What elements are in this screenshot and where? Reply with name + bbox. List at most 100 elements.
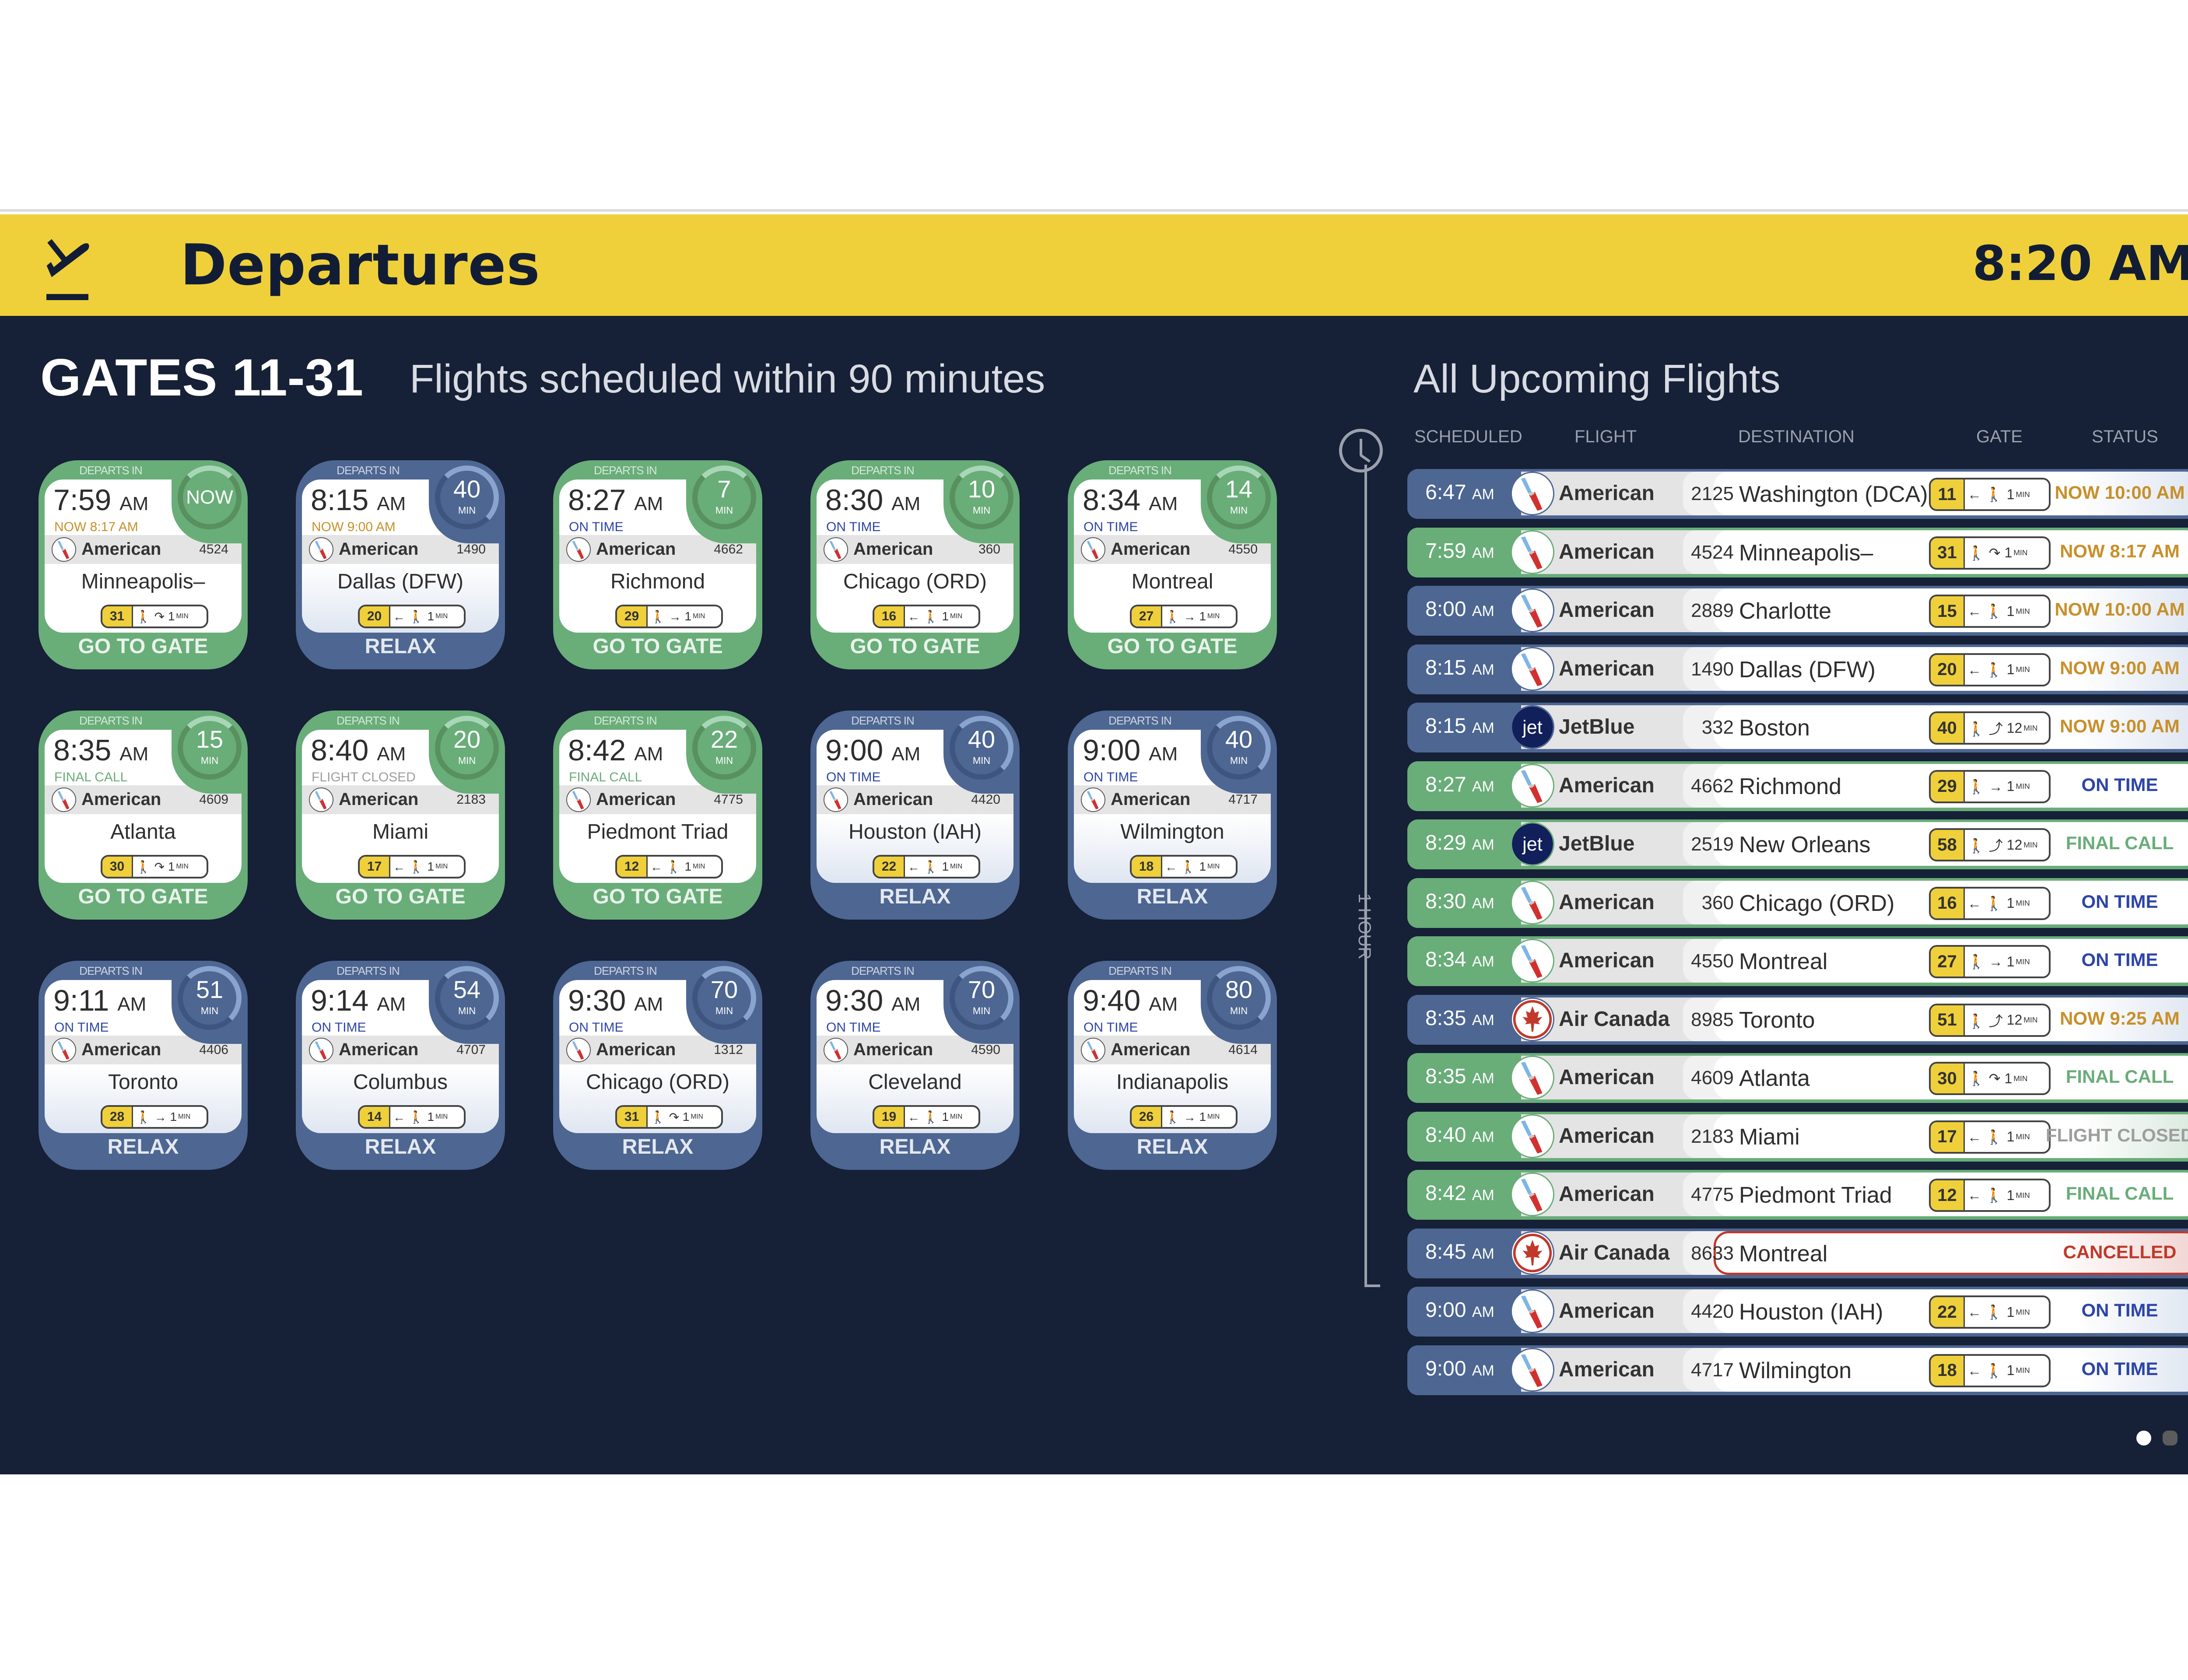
airline-name: American [853,1040,933,1059]
airline-name: American [1559,1124,1655,1148]
flight-row[interactable]: 7:59 AM American 4524 Minneapolis– 31 🚶 ↷ 1 MI… [1407,527,2188,578]
flight-row[interactable]: 8:29 AM jet JetBlue 2519 New Orleans 58 🚶 ⤴ 12… [1407,819,2188,869]
flight-status: ON TIME [1083,1020,1138,1035]
destination: Toronto [108,1071,179,1094]
gate-directions: 11 ← 🚶 1 MIN [1929,478,2051,511]
flight-row[interactable]: 8:34 AM American 4550 Montreal 27 🚶 → 1 MIN ON … [1407,936,2188,986]
flight-number: 4406 [199,1043,228,1057]
gate-card[interactable]: 8:35 AM FINAL CALL American 4609 Atlanta 30 🚶 … [39,710,248,920]
american-airlines-logo-icon [1511,647,1554,691]
page-dot[interactable] [2163,1431,2177,1446]
gate-card[interactable]: 9:30 AM ON TIME American 4590 Cleveland 19 ← 🚶… [810,961,1020,1170]
gate-card[interactable]: 9:00 AM ON TIME American 4420 Houston (IAH) 2… [810,710,1020,920]
flight-number: 4550 [1691,950,1734,972]
destination: Piedmont Triad [1739,1183,1892,1208]
flight-row[interactable]: 8:27 AM American 4662 Richmond 29 🚶 → 1 MIN ON … [1407,761,2188,811]
scheduled-time: 8:30 AM [1425,889,1494,913]
gate-card[interactable]: 9:11 AM ON TIME American 4406 Toronto 28 🚶 → 1… [39,961,248,1170]
departs-in-label: DEPARTS IN [1108,464,1172,477]
airline-name: American [596,539,676,559]
american-airlines-logo-icon [1511,588,1554,632]
min-label: MIN [972,1005,991,1016]
gate-card[interactable]: 8:27 AM ON TIME American 4662 Richmond 29 🚶 → … [553,460,762,669]
destination: Columbus [353,1071,448,1094]
plane-departure-icon [46,239,89,300]
gate-card[interactable]: 8:15 AM NOW 9:00 AM American 1490 Dallas (DF… [296,460,505,669]
gate-card[interactable]: 7:59 AM NOW 8:17 AM American 4524 Minneapoli… [39,460,248,669]
column-header-destination: DESTINATION [1738,427,1855,446]
min-label: MIN [1230,755,1248,766]
flight-number: 4609 [199,792,228,807]
card-action-label: RELAX [1136,885,1208,908]
min-label: MIN [200,755,219,766]
flight-number: 4662 [714,542,743,556]
flight-row[interactable]: 8:45 AM Air Canada 8633 Montreal CANCELLED [1407,1228,2188,1278]
gate-directions: 18 ← 🚶 1 MIN [1929,1354,2051,1387]
destination: Indianapolis [1116,1071,1229,1094]
departs-in-minutes: 70 [710,976,738,1003]
gate-directions: 26 🚶 → 1 MIN [1130,1105,1238,1129]
card-action-label: RELAX [365,1135,436,1158]
gate-directions: 30 🚶 ↷ 1 MIN [1929,1062,2051,1095]
airline-name: American [81,790,161,809]
airline-name: American [596,790,676,809]
american-airlines-logo-icon [566,1038,591,1062]
gate-directions: 12 ← 🚶 1 MIN [1929,1179,2051,1212]
departs-in-minutes: 20 [453,725,481,753]
airline-band: American 4662 [559,535,756,564]
airline-name: American [1559,1358,1655,1381]
gate-card[interactable]: 8:30 AM ON TIME American 360 Chicago (ORD) 16… [810,460,1020,669]
flight-number: 1312 [714,1043,743,1057]
destination: Boston [1739,715,1810,741]
page-dot[interactable] [2136,1431,2151,1446]
walk-direction-icon: 🚶 → 1 MIN [650,609,705,623]
flight-row[interactable]: 6:47 AM American 2125 Washington (DCA) 11 ← 🚶… [1407,469,2188,519]
gate-number: 28 [102,1107,133,1127]
departs-in-minutes: 7 [717,475,731,503]
gate-number: 20 [1931,654,1965,685]
scheduled-time: 8:40 AM [311,734,406,767]
gate-card[interactable]: 9:40 AM ON TIME American 4614 Indianapolis 26… [1068,961,1277,1170]
gate-card[interactable]: 8:40 AM FLIGHT CLOSED American 2183 Miami 17 ←… [296,710,505,920]
departs-in-minutes: 80 [1225,976,1253,1003]
scheduled-time: 8:40 AM [1425,1123,1494,1147]
departs-in-label: DEPARTS IN [594,714,657,727]
destination: Houston (IAH) [848,820,982,844]
airline-name: American [1559,774,1655,797]
flight-row[interactable]: 8:35 AM Air Canada 8985 Toronto 51 🚶 ⤴ 12 MIN N… [1407,994,2188,1045]
flight-row[interactable]: 8:00 AM American 2889 Charlotte 15 ← 🚶 1 MIN NO… [1407,586,2188,636]
flight-row[interactable]: 8:40 AM American 2183 Miami 17 ← 🚶 1 MIN FLIGHT… [1407,1111,2188,1162]
airline-band: American 4524 [45,535,242,564]
gate-card[interactable]: 8:42 AM FINAL CALL American 4775 Piedmont Tr… [553,710,762,920]
walk-direction-icon: 🚶 ⤴ 12 MIN [1967,720,2038,737]
flight-row[interactable]: 8:15 AM American 1490 Dallas (DFW) 20 ← 🚶 1 MI… [1407,644,2188,694]
gate-number: 12 [617,857,648,877]
gate-card[interactable]: 9:00 AM ON TIME American 4717 Wilmington 18 ← … [1068,710,1277,920]
gate-directions: 20 ← 🚶 1 MIN [1929,653,2051,686]
destination: Minneapolis– [81,570,205,593]
scheduled-time: 8:15 AM [1425,714,1494,738]
flight-row[interactable]: 8:35 AM American 4609 Atlanta 30 🚶 ↷ 1 MIN FINA… [1407,1053,2188,1103]
flight-row[interactable]: 8:42 AM American 4775 Piedmont Triad 12 ← 🚶 1… [1407,1170,2188,1220]
destination: Miami [1739,1124,1800,1150]
flight-row[interactable]: 8:30 AM American 360 Chicago (ORD) 16 ← 🚶 1 MI… [1407,878,2188,928]
gate-number: 15 [1931,596,1965,626]
scheduled-time: 6:47 AM [1425,481,1494,504]
walk-direction-icon: ← 🚶 1 MIN [650,860,705,874]
gate-directions: 51 🚶 ⤴ 12 MIN [1929,1003,2051,1037]
scheduled-time: 7:59 AM [53,483,149,517]
clock-icon [1339,429,1383,472]
gate-card[interactable]: 8:34 AM ON TIME American 4550 Montreal 27 🚶 → … [1068,460,1277,669]
countdown-ring: 14 MIN [1207,466,1271,529]
countdown-ring: NOW [178,466,242,529]
flight-number: 2125 [1691,483,1734,504]
gate-card[interactable]: 9:30 AM ON TIME American 1312 Chicago (ORD) 3… [553,961,762,1170]
walk-direction-icon: ← 🚶 1 MIN [393,609,448,623]
page-indicator [2136,1431,2188,1446]
gate-card[interactable]: 9:14 AM ON TIME American 4707 Columbus 14 ← 🚶 … [296,961,505,1170]
flight-status: FINAL CALL [2065,1066,2174,1087]
flight-row[interactable]: 8:15 AM jet JetBlue 332 Boston 40 🚶 ⤴ 12 MIN NOW… [1407,703,2188,752]
airline-band: American 4406 [45,1036,242,1064]
flight-row[interactable]: 9:00 AM American 4717 Wilmington 18 ← 🚶 1 MIN O… [1407,1345,2188,1395]
